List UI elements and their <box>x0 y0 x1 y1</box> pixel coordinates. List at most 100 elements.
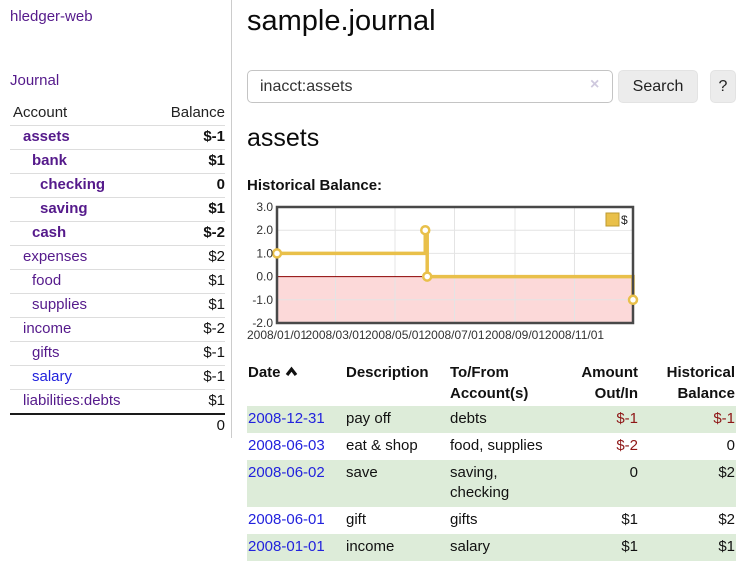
register-date-cell: 2008-06-01 <box>247 507 345 534</box>
account-cell: bank <box>10 150 152 174</box>
register-header-amount: Amount Out/In <box>581 364 638 402</box>
account-row: saving $1 <box>10 197 225 222</box>
svg-text:2008/07/01: 2008/07/01 <box>424 328 484 342</box>
sidebar-account-link[interactable]: expenses <box>23 248 88 265</box>
account-balance: $-2 <box>203 224 225 241</box>
account-heading: assets <box>247 124 320 152</box>
account-row: bank $1 <box>10 149 225 174</box>
svg-text:-1.0: -1.0 <box>252 293 273 307</box>
svg-text:2008/01/01: 2008/01/01 <box>247 328 307 342</box>
sidebar-account-link[interactable]: food <box>32 272 62 289</box>
svg-text:3.0: 3.0 <box>256 200 273 214</box>
account-row: assets $-1 <box>10 125 225 150</box>
register-balance-cell: $2 <box>718 464 735 481</box>
sidebar-account-link[interactable]: gifts <box>32 344 60 361</box>
register-amount-cell: $-1 <box>616 410 638 427</box>
help-button[interactable]: ? <box>710 70 736 103</box>
sidebar-account-link[interactable]: supplies <box>32 296 88 313</box>
accounts-header-row: Account Balance <box>10 101 225 126</box>
account-row: gifts $-1 <box>10 341 225 366</box>
search-button[interactable]: Search <box>618 70 698 103</box>
account-row: expenses $2 <box>10 245 225 270</box>
register-amount-cell: 0 <box>629 464 638 481</box>
register-row: 2008-06-03 eat & shop food, supplies $-2 0 <box>247 433 736 460</box>
account-row: checking 0 <box>10 173 225 198</box>
register-amount-cell: $-2 <box>616 437 638 454</box>
register-header-date-label: Date <box>248 364 281 381</box>
register-table: Date Description To/From Account(s) Amou… <box>247 362 736 561</box>
account-cell: saving <box>10 198 152 222</box>
account-balance: $2 <box>208 248 225 265</box>
register-description-cell: pay off <box>346 410 391 427</box>
account-balance: $-2 <box>203 320 225 337</box>
register-description-cell: eat & shop <box>346 437 418 454</box>
svg-text:1.0: 1.0 <box>256 246 273 260</box>
account-cell: supplies <box>10 294 152 318</box>
account-cell: income <box>10 318 152 342</box>
search-input[interactable] <box>247 70 613 103</box>
account-row: cash $-2 <box>10 221 225 246</box>
register-header-date[interactable]: Date <box>247 362 345 406</box>
accounts-table: Account Balance assets $-1 bank $1 checking 0… <box>10 101 225 438</box>
account-cell: salary <box>10 366 152 390</box>
register-header-description: Description <box>346 364 429 381</box>
account-balance: $-1 <box>203 128 225 145</box>
register-date-link[interactable]: 2008-12-31 <box>248 410 325 427</box>
svg-text:$: $ <box>621 213 628 227</box>
account-cell: gifts <box>10 342 152 366</box>
register-date-cell: 2008-06-02 <box>247 460 345 507</box>
sidebar-item-journal[interactable]: Journal <box>10 72 60 89</box>
register-accounts-cell: salary <box>450 538 491 555</box>
sidebar-account-link[interactable]: salary <box>32 368 73 385</box>
register-balance-cell: $-1 <box>713 410 735 427</box>
sidebar-account-link[interactable]: cash <box>32 224 67 241</box>
sidebar-account-link[interactable]: assets <box>23 128 70 145</box>
account-balance: $-1 <box>203 344 225 361</box>
accounts-total-spacer <box>10 413 152 438</box>
register-description-cell: gift <box>346 511 367 528</box>
svg-text:2008/05/01: 2008/05/01 <box>365 328 425 342</box>
account-cell: checking <box>10 174 152 198</box>
account-balance: $1 <box>208 152 225 169</box>
sidebar-account-link[interactable]: checking <box>40 176 106 193</box>
register-header-row: Date Description To/From Account(s) Amou… <box>247 362 736 406</box>
account-row: food $1 <box>10 269 225 294</box>
register-date-link[interactable]: 2008-01-01 <box>248 538 325 555</box>
register-description-cell: save <box>346 464 378 481</box>
register-amount-cell: $1 <box>621 538 638 555</box>
register-header-balance: Historical Balance <box>666 364 735 402</box>
sidebar-account-link[interactable]: liabilities:debts <box>23 392 121 409</box>
account-row: liabilities:debts $1 <box>10 389 225 415</box>
account-balance: $-1 <box>203 368 225 385</box>
account-cell: food <box>10 270 152 294</box>
account-cell: liabilities:debts <box>10 390 152 415</box>
account-row: salary $-1 <box>10 365 225 390</box>
account-balance: $1 <box>208 200 225 217</box>
accounts-total-row: 0 <box>10 413 225 438</box>
clear-search-icon[interactable]: × <box>590 76 600 93</box>
accounts-total-balance: 0 <box>151 413 225 438</box>
register-date-link[interactable]: 2008-06-01 <box>248 511 325 528</box>
register-accounts-cell: saving, checking <box>450 464 510 501</box>
account-cell: cash <box>10 222 152 246</box>
register-date-cell: 2008-12-31 <box>247 406 345 433</box>
account-balance: 0 <box>216 176 225 193</box>
register-row: 2008-06-02 save saving, checking 0 $2 <box>247 460 736 507</box>
page-title: sample.journal <box>247 5 436 37</box>
register-date-link[interactable]: 2008-06-02 <box>248 464 325 481</box>
app-title-link[interactable]: hledger-web <box>10 8 93 25</box>
sidebar-account-link[interactable]: income <box>23 320 72 337</box>
svg-text:2.0: 2.0 <box>256 223 273 237</box>
sidebar: hledger-web Journal Account Balance asse… <box>0 0 232 438</box>
sidebar-account-link[interactable]: bank <box>32 152 68 169</box>
svg-text:2008/11/01: 2008/11/01 <box>545 328 604 342</box>
register-row: 2008-06-01 gift gifts $1 $2 <box>247 507 736 534</box>
sidebar-account-link[interactable]: saving <box>40 200 88 217</box>
register-date-link[interactable]: 2008-06-03 <box>248 437 325 454</box>
account-cell: expenses <box>10 246 152 270</box>
register-row: 2008-12-31 pay off debts $-1 $-1 <box>247 406 736 433</box>
register-description-cell: income <box>346 538 395 555</box>
account-row: supplies $1 <box>10 293 225 318</box>
accounts-header-account: Account <box>13 104 68 121</box>
register-row: 2008-01-01 income salary $1 $1 <box>247 534 736 561</box>
